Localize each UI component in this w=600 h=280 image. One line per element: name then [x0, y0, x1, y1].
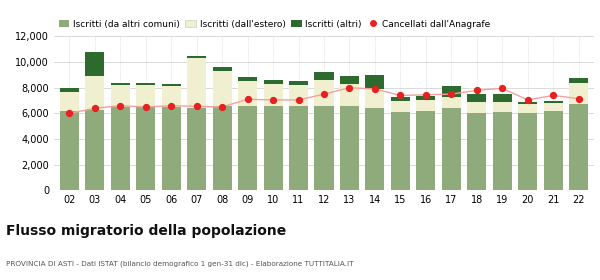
Bar	[314, 106, 334, 190]
Bar	[60, 111, 79, 190]
Bar	[85, 76, 104, 109]
Point	[243, 97, 253, 102]
Bar	[161, 107, 181, 190]
Bar	[212, 67, 232, 71]
Bar	[263, 80, 283, 84]
Point	[472, 88, 482, 92]
Bar	[518, 104, 538, 113]
Bar	[365, 89, 385, 108]
Bar	[289, 85, 308, 106]
Bar	[161, 84, 181, 87]
Point	[395, 93, 405, 98]
Bar	[493, 112, 512, 190]
Point	[523, 98, 533, 102]
Bar	[263, 106, 283, 190]
Bar	[289, 81, 308, 85]
Point	[370, 87, 380, 91]
Bar	[569, 83, 588, 104]
Text: PROVINCIA DI ASTI - Dati ISTAT (bilancio demografico 1 gen-31 dic) - Elaborazion: PROVINCIA DI ASTI - Dati ISTAT (bilancio…	[6, 260, 353, 267]
Bar	[212, 106, 232, 190]
Point	[344, 85, 354, 90]
Bar	[314, 72, 334, 80]
Bar	[416, 100, 436, 111]
Bar	[442, 97, 461, 108]
Bar	[365, 108, 385, 190]
Bar	[544, 103, 563, 111]
Bar	[569, 78, 588, 83]
Bar	[136, 107, 155, 190]
Bar	[238, 81, 257, 106]
Point	[217, 105, 227, 109]
Bar	[365, 75, 385, 89]
Bar	[340, 76, 359, 84]
Bar	[110, 107, 130, 190]
Bar	[161, 87, 181, 107]
Point	[446, 92, 456, 96]
Bar	[391, 97, 410, 101]
Bar	[110, 85, 130, 107]
Bar	[391, 112, 410, 190]
Bar	[391, 101, 410, 112]
Bar	[493, 94, 512, 102]
Bar	[416, 96, 436, 100]
Point	[115, 103, 125, 108]
Bar	[187, 108, 206, 190]
Point	[166, 103, 176, 108]
Bar	[467, 102, 487, 113]
Point	[548, 93, 558, 98]
Legend: Iscritti (da altri comuni), Iscritti (dall'estero), Iscritti (altri), Cancellati: Iscritti (da altri comuni), Iscritti (da…	[59, 20, 490, 29]
Point	[268, 98, 278, 102]
Bar	[263, 84, 283, 106]
Bar	[289, 106, 308, 190]
Bar	[416, 111, 436, 190]
Point	[294, 98, 304, 102]
Bar	[518, 102, 538, 104]
Point	[574, 96, 584, 101]
Bar	[60, 88, 79, 92]
Point	[192, 104, 202, 109]
Bar	[518, 113, 538, 190]
Bar	[60, 92, 79, 111]
Bar	[467, 113, 487, 190]
Bar	[569, 104, 588, 190]
Bar	[340, 84, 359, 106]
Bar	[314, 80, 334, 106]
Bar	[340, 106, 359, 190]
Bar	[467, 94, 487, 102]
Bar	[187, 58, 206, 108]
Bar	[238, 78, 257, 81]
Bar	[110, 83, 130, 85]
Bar	[442, 87, 461, 97]
Bar	[493, 102, 512, 112]
Text: Flusso migratorio della popolazione: Flusso migratorio della popolazione	[6, 224, 286, 238]
Bar	[136, 85, 155, 107]
Point	[497, 86, 507, 91]
Bar	[238, 106, 257, 190]
Point	[141, 105, 151, 109]
Bar	[544, 111, 563, 190]
Bar	[544, 101, 563, 103]
Point	[64, 111, 74, 116]
Point	[421, 93, 431, 97]
Bar	[136, 83, 155, 85]
Bar	[442, 108, 461, 190]
Bar	[85, 52, 104, 76]
Point	[90, 106, 100, 111]
Bar	[85, 109, 104, 190]
Bar	[212, 71, 232, 106]
Bar	[187, 56, 206, 58]
Point	[319, 92, 329, 96]
